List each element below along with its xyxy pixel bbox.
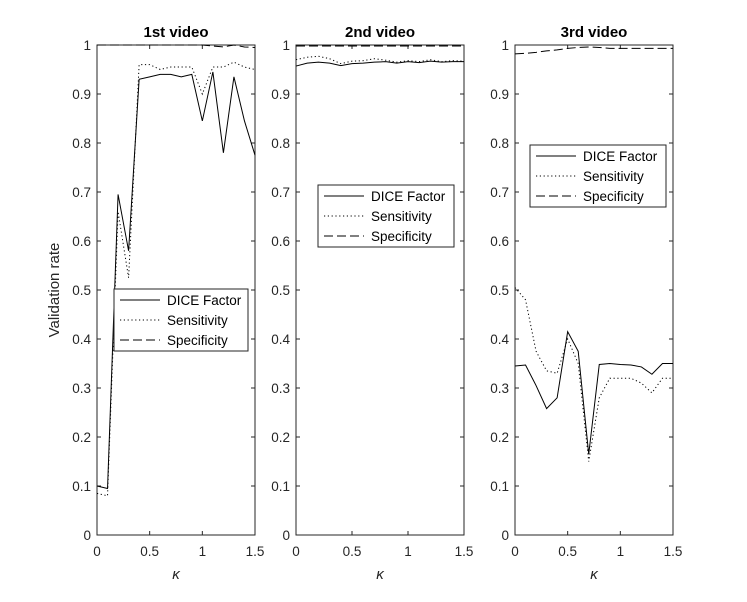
legend-label: Sensitivity — [371, 209, 432, 224]
series-line-specificity — [514, 46, 673, 55]
x-tick-label: 1.5 — [246, 544, 265, 559]
legend-label: Specificity — [371, 229, 432, 244]
y-tick-label: 1 — [83, 38, 91, 53]
y-tick-label: 0.9 — [490, 87, 509, 102]
y-axis-label: Validation rate — [46, 243, 63, 338]
chart-panel-2: 0 0.1 0.2 0.3 0.4 0.5 0.6 0.7 0.8 0.9 1 0 0.5 1 1.5 2nd… — [271, 24, 473, 583]
y-tick-label: 0.3 — [271, 381, 290, 396]
y-tick-label: 1 — [282, 38, 290, 53]
x-axis-label: κ — [590, 566, 599, 583]
series-line-sensitivity — [514, 287, 673, 462]
y-tick-label: 0.4 — [271, 332, 290, 347]
y-tick-label: 0.2 — [490, 430, 509, 445]
y-tick-label: 0.3 — [72, 381, 91, 396]
x-tick-label: 0.5 — [343, 544, 362, 559]
x-tick-label: 1 — [617, 544, 625, 559]
x-tick-label: 0.5 — [140, 544, 159, 559]
panel-title: 1st video — [143, 24, 208, 41]
x-tick-label: 1 — [199, 544, 207, 559]
y-tick-label: 0.9 — [271, 87, 290, 102]
y-tick-label: 0.9 — [72, 87, 91, 102]
y-tick-label: 0.1 — [271, 479, 290, 494]
y-tick-label: 0.4 — [490, 332, 509, 347]
series-line-dice-factor — [96, 71, 256, 490]
y-tick-label: 0.8 — [72, 136, 91, 151]
legend-label: DICE Factor — [583, 149, 658, 164]
legend-label: DICE Factor — [371, 189, 446, 204]
legend: DICE Factor Sensitivity Specificity — [529, 144, 667, 208]
legend: DICE Factor Sensitivity Specificity — [113, 288, 249, 352]
y-tick-label: 1 — [501, 38, 509, 53]
y-tick-label: 0.4 — [72, 332, 91, 347]
plot-area — [295, 44, 465, 536]
x-tick-label: 0 — [511, 544, 519, 559]
y-tick-label: 0.5 — [72, 283, 91, 298]
y-tick-label: 0.3 — [490, 381, 509, 396]
y-tick-label: 0 — [83, 528, 91, 543]
y-tick-label: 0 — [282, 528, 290, 543]
series-line-sensitivity — [96, 61, 256, 497]
x-tick-label: 1 — [404, 544, 412, 559]
legend-label: Sensitivity — [167, 313, 228, 328]
plot-area — [514, 44, 674, 536]
x-axis-label: κ — [376, 566, 385, 583]
y-tick-label: 0.8 — [490, 136, 509, 151]
y-tick-label: 0.6 — [490, 234, 509, 249]
legend-box — [317, 184, 455, 248]
legend: DICE Factor Sensitivity Specificity — [317, 184, 455, 248]
panel-title: 2nd video — [345, 24, 415, 41]
y-tick-label: 0 — [501, 528, 509, 543]
x-tick-label: 0 — [292, 544, 300, 559]
y-tick-label: 0.5 — [271, 283, 290, 298]
series-line-dice-factor — [295, 60, 464, 67]
y-tick-label: 0.7 — [72, 185, 91, 200]
series-line-specificity — [97, 44, 256, 48]
chart-panel-1: 0 0.1 0.2 0.3 0.4 0.5 0.6 0.7 0.8 0.9 1 0 0.5 1 1.5 1st… — [72, 24, 264, 583]
y-tick-label: 0.2 — [271, 430, 290, 445]
legend-label: Sensitivity — [583, 169, 644, 184]
y-tick-label: 0.6 — [271, 234, 290, 249]
y-tick-label: 0.1 — [72, 479, 91, 494]
x-tick-label: 1.5 — [664, 544, 683, 559]
x-tick-label: 1.5 — [455, 544, 474, 559]
chart-panel-3: 0 0.1 0.2 0.3 0.4 0.5 0.6 0.7 0.8 0.9 1 0 0.5 1 1.5 3rd… — [490, 24, 682, 583]
panel-title: 3rd video — [561, 24, 628, 41]
y-tick-label: 0.8 — [271, 136, 290, 151]
y-tick-label: 0.6 — [72, 234, 91, 249]
legend-label: Specificity — [167, 333, 228, 348]
legend-box — [529, 144, 667, 208]
y-tick-label: 0.7 — [271, 185, 290, 200]
y-tick-label: 0.7 — [490, 185, 509, 200]
x-tick-label: 0.5 — [558, 544, 577, 559]
series-line-dice-factor — [514, 330, 673, 455]
legend-label: Specificity — [583, 189, 644, 204]
x-tick-label: 0 — [93, 544, 101, 559]
y-tick-label: 0.2 — [72, 430, 91, 445]
legend-label: DICE Factor — [167, 293, 242, 308]
y-tick-label: 0.1 — [490, 479, 509, 494]
y-tick-label: 0.5 — [490, 283, 509, 298]
x-axis-label: κ — [172, 566, 181, 583]
